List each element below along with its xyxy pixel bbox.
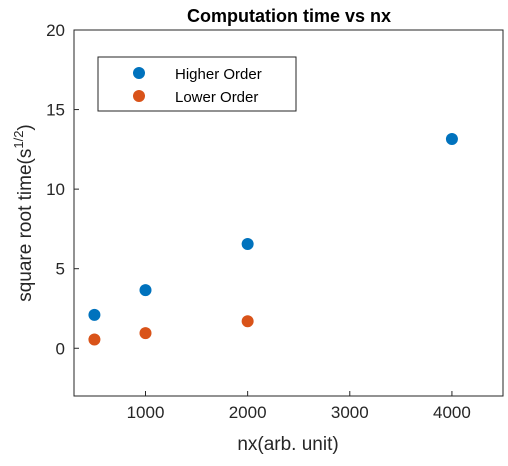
x-axis-label: nx(arb. unit): [237, 434, 338, 455]
x-tick-label: 2000: [229, 403, 267, 422]
point-higher-order-1000: [139, 284, 152, 297]
legend-label-lower-order: Lower Order: [175, 89, 258, 106]
point-higher-order-2000: [241, 238, 254, 251]
point-lower-order-1000: [139, 327, 152, 340]
legend-marker-higher-order: [133, 67, 145, 79]
y-tick-label: 5: [56, 260, 65, 279]
legend-marker-lower-order: [133, 90, 145, 102]
y-tick-label: 15: [46, 101, 65, 120]
y-axis-label: square root time(s1/2): [11, 124, 36, 302]
chart-title: Computation time vs nx: [187, 6, 391, 26]
y-axis-label-main: square root time(s: [15, 149, 36, 302]
legend: Higher Order Lower Order: [97, 56, 297, 112]
y-tick-label: 10: [46, 180, 65, 199]
legend-box: [97, 56, 297, 112]
x-tick-label: 3000: [331, 403, 369, 422]
data-points: [88, 133, 458, 346]
point-higher-order-4000: [445, 133, 458, 146]
point-higher-order-500: [88, 308, 101, 321]
x-tick-label: 1000: [127, 403, 165, 422]
y-axis-label-superscript: 1/2: [11, 131, 26, 149]
y-tick-label: 20: [46, 21, 65, 40]
x-axis: 1000 2000 3000 4000: [127, 391, 471, 422]
x-tick-label: 4000: [433, 403, 471, 422]
point-lower-order-2000: [241, 315, 254, 328]
point-lower-order-500: [88, 333, 101, 346]
y-axis-label-close: ): [15, 124, 36, 130]
y-axis: 0 5 10 15 20: [46, 21, 79, 358]
legend-label-higher-order: Higher Order: [175, 66, 262, 83]
y-tick-label: 0: [56, 339, 65, 358]
